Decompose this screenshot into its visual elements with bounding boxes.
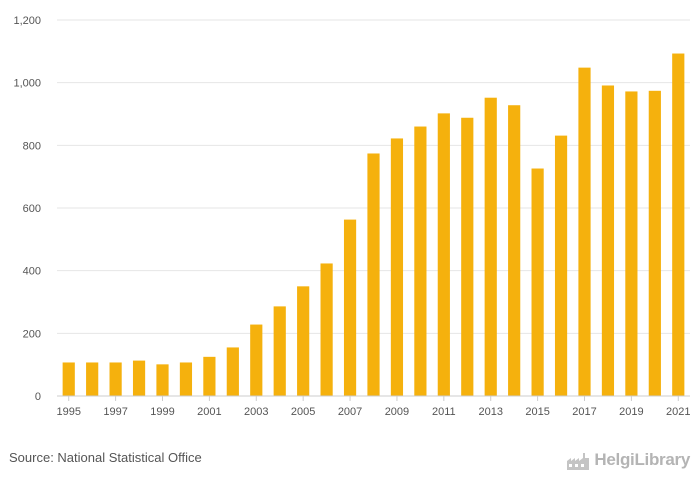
bar-1998[interactable] (132, 360, 146, 396)
bar-1997[interactable] (109, 362, 122, 396)
source-note: Source: National Statistical Office (9, 450, 202, 465)
x-tick-label: 1995 (56, 406, 80, 418)
x-tick-label: 2013 (478, 406, 502, 418)
x-tick-label: 2021 (666, 406, 690, 418)
bar-2019[interactable] (625, 91, 638, 396)
bar-2020[interactable] (648, 90, 661, 397)
bar-2013[interactable] (484, 97, 497, 396)
bar-2007[interactable] (343, 219, 357, 396)
bar-2002[interactable] (226, 347, 239, 396)
y-axis-ticks: 0 200 400 600 800 1,000 1,200 (13, 15, 41, 403)
x-tick-label: 2005 (291, 406, 315, 418)
brand-logo[interactable]: HelgiLibrary (566, 448, 690, 472)
x-tick-label: 2009 (385, 406, 409, 418)
bar-2017[interactable] (578, 67, 591, 397)
bar-2018[interactable] (601, 85, 615, 396)
x-tick-label: 2015 (525, 406, 549, 418)
bar-2021[interactable] (672, 53, 685, 396)
bar-2012[interactable] (461, 117, 474, 396)
x-tick-label: 1997 (103, 406, 127, 418)
bar-2005[interactable] (297, 286, 310, 396)
bar-2010[interactable] (414, 126, 427, 397)
y-tick-label: 600 (23, 203, 41, 215)
bar-2001[interactable] (203, 356, 216, 396)
x-tick-label: 2001 (197, 406, 221, 418)
y-tick-label: 1,200 (13, 15, 41, 27)
x-tick-label: 2011 (432, 406, 456, 418)
bar-2003[interactable] (250, 324, 263, 396)
x-tick-label: 2007 (338, 406, 362, 418)
y-tick-label: 200 (23, 328, 41, 340)
y-tick-label: 0 (35, 391, 41, 403)
bar-2009[interactable] (390, 138, 404, 396)
bar-2014[interactable] (508, 105, 521, 396)
x-tick-label: 2017 (572, 406, 596, 418)
factory-logo-icon (567, 453, 590, 470)
bar-2006[interactable] (320, 263, 333, 396)
x-axis-ticks: 1995 1997 1999 2001 2003 2005 2007 2009 2011 2013… (56, 396, 691, 418)
x-tick-label: 2019 (619, 406, 643, 418)
y-tick-label: 800 (23, 140, 41, 152)
bar-2000[interactable] (179, 362, 193, 396)
bar-1995[interactable] (62, 362, 75, 396)
brand-name: HelgiLibrary (594, 450, 690, 469)
y-tick-label: 400 (23, 266, 41, 278)
bars (62, 53, 685, 397)
x-tick-label: 1999 (150, 406, 174, 418)
bar-2008[interactable] (367, 153, 380, 396)
bar-2015[interactable] (531, 168, 544, 396)
bar-1996[interactable] (86, 362, 99, 396)
bar-1999[interactable] (156, 364, 169, 396)
y-tick-label: 1,000 (13, 78, 41, 90)
bar-2004[interactable] (273, 306, 286, 396)
bar-2011[interactable] (437, 113, 450, 396)
x-tick-label: 2003 (244, 406, 268, 418)
bar-2016[interactable] (554, 135, 568, 396)
